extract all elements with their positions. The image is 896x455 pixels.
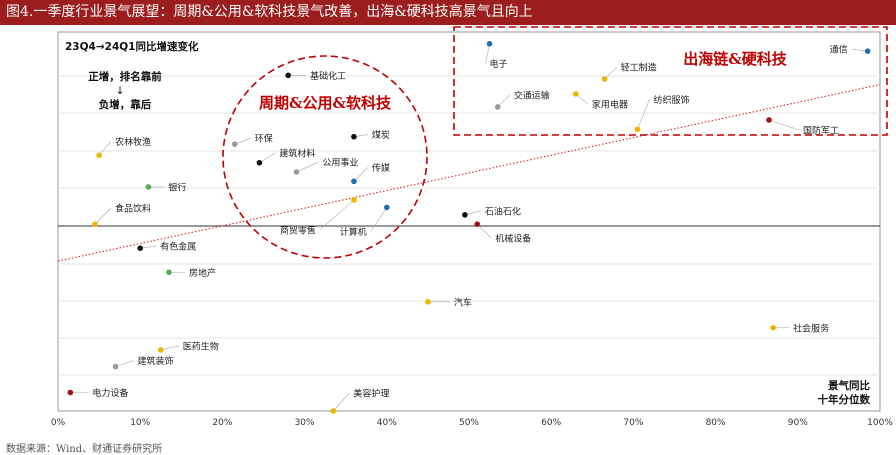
chart-subtitle: 23Q4→24Q1同比增速变化 xyxy=(65,40,199,53)
data-point-label: 美容护理 xyxy=(353,388,389,400)
data-point xyxy=(231,141,238,147)
trend-line xyxy=(57,84,881,262)
data-point-label: 汽车 xyxy=(454,296,472,308)
data-point xyxy=(67,389,74,396)
point-leader-line xyxy=(485,43,490,64)
x-tick-label: 10% xyxy=(130,418,150,428)
data-point xyxy=(601,76,608,82)
data-source-note: 数据来源：Wind、财通证券研究所 xyxy=(6,444,163,455)
data-point xyxy=(351,133,357,140)
data-point-label: 通信 xyxy=(830,44,848,56)
data-point-label: 农林牧渔 xyxy=(115,136,151,148)
x-tick-label: 40% xyxy=(377,418,397,428)
annotation-rect xyxy=(453,26,888,136)
point-leader-line xyxy=(94,207,112,225)
x-tick-label: 0% xyxy=(51,418,66,428)
data-point xyxy=(486,40,493,47)
data-point-label: 食品饮料 xyxy=(115,203,151,215)
figure-title: 图4.一季度行业景气展望：周期&公用&软科技景气改善，出海&硬科技高景气且向上 xyxy=(0,0,896,25)
x-axis-label-line2: 十年分位数 xyxy=(818,393,871,406)
x-tick-label: 30% xyxy=(295,418,315,428)
data-point-label: 纺织服饰 xyxy=(654,94,690,106)
x-tick-label: 50% xyxy=(459,418,479,428)
data-point xyxy=(137,245,143,251)
data-point xyxy=(634,126,641,133)
data-point xyxy=(474,221,481,227)
data-point xyxy=(145,184,152,190)
data-point xyxy=(112,363,119,370)
x-tick-label: 80% xyxy=(706,418,726,428)
plot-frame xyxy=(57,31,881,412)
point-leader-line xyxy=(604,66,617,80)
data-point xyxy=(494,104,501,110)
data-point xyxy=(96,152,102,159)
x-tick-label: 100% xyxy=(867,418,893,428)
point-leader-line xyxy=(637,99,650,130)
annotation-label-cycle: 周期&公用&软科技 xyxy=(259,94,392,112)
point-leader-line xyxy=(98,141,112,156)
point-leader-line xyxy=(497,94,510,108)
data-point-label: 计算机 xyxy=(340,226,367,238)
data-point-label: 社会服务 xyxy=(793,322,829,334)
data-point-label: 医药生物 xyxy=(183,340,219,352)
data-point xyxy=(166,269,172,276)
data-point-label: 轻工制造 xyxy=(621,62,657,74)
data-point xyxy=(573,91,579,97)
point-leader-line xyxy=(477,223,492,239)
data-point-label: 建筑材料 xyxy=(279,147,315,159)
data-point xyxy=(425,299,431,305)
x-tick-label: 70% xyxy=(623,418,643,428)
data-point-label: 国防军工 xyxy=(803,124,839,136)
data-point xyxy=(92,221,98,227)
x-tick-label: 90% xyxy=(788,418,808,428)
data-point-label: 商贸零售 xyxy=(280,224,316,236)
data-point xyxy=(770,324,776,331)
point-leader-line xyxy=(296,161,319,173)
data-point-label: 机械设备 xyxy=(495,233,531,245)
data-point-label: 环保 xyxy=(255,133,273,145)
x-tick-label: 60% xyxy=(541,418,561,428)
legend-note-bottom: 负增，靠后 xyxy=(99,98,152,111)
data-point-label: 基础化工 xyxy=(310,70,346,82)
annotation-circle xyxy=(222,55,428,259)
data-point-label: 银行 xyxy=(168,181,186,193)
point-leader-line xyxy=(353,167,369,182)
data-point-label: 公用事业 xyxy=(322,157,358,169)
data-point-label: 家用电器 xyxy=(592,98,628,110)
legend-note-top: 正增，排名靠前 xyxy=(88,70,162,83)
data-point xyxy=(462,212,468,218)
data-point xyxy=(285,72,291,79)
x-axis-label-line1: 景气同比 xyxy=(827,379,870,392)
point-leader-line xyxy=(160,345,179,351)
point-leader-line xyxy=(259,152,276,164)
point-leader-line xyxy=(768,119,800,131)
data-point-label: 有色金属 xyxy=(160,241,196,253)
data-point xyxy=(256,159,263,166)
data-point xyxy=(766,117,772,123)
data-point xyxy=(864,48,871,54)
data-point xyxy=(351,197,357,203)
data-point-label: 煤炭 xyxy=(372,129,390,141)
data-point-label: 电力设备 xyxy=(92,387,128,399)
x-tick-label: 20% xyxy=(212,418,232,428)
data-point-label: 建筑装饰 xyxy=(138,355,174,367)
legend-note-arrow: ↓ xyxy=(116,85,125,97)
data-point xyxy=(351,178,357,185)
data-point-label: 石油石化 xyxy=(485,205,521,217)
data-point xyxy=(384,204,390,211)
data-point-label: 房地产 xyxy=(189,267,216,279)
data-point xyxy=(330,408,337,414)
point-leader-line xyxy=(370,207,388,232)
point-leader-line xyxy=(115,360,134,367)
point-leader-line xyxy=(333,392,350,412)
annotation-label-export: 出海链&硬科技 xyxy=(683,50,788,68)
point-leader-line xyxy=(234,137,251,145)
data-point-label: 传媒 xyxy=(372,162,390,174)
data-point-label: 交通运输 xyxy=(514,89,550,101)
data-point xyxy=(293,169,300,175)
data-point-label: 电子 xyxy=(490,58,508,70)
point-leader-line xyxy=(319,199,355,231)
data-point xyxy=(157,347,164,353)
